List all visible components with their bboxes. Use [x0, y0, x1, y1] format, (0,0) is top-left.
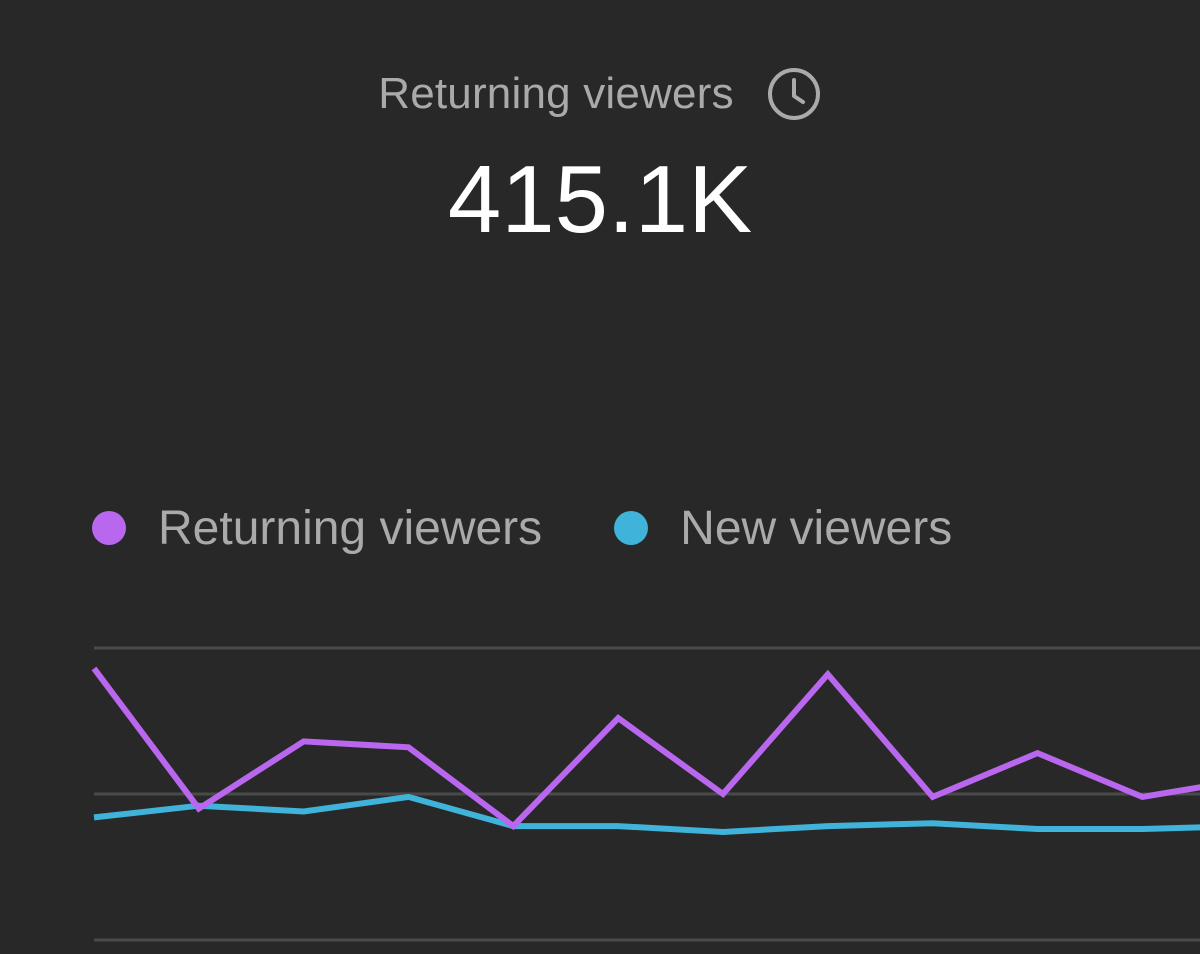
- legend-label-returning-viewers: Returning viewers: [158, 501, 543, 555]
- legend-dot-new-viewers: [614, 511, 649, 545]
- legend-item-returning-viewers[interactable]: Returning viewers: [92, 501, 542, 556]
- legend-item-new-viewers[interactable]: New viewers: [614, 501, 952, 556]
- legend-label-new-viewers: New viewers: [680, 501, 953, 555]
- viewers-line-chart: [91, 646, 1200, 942]
- series-line-returning-viewers[interactable]: [91, 666, 1200, 831]
- series-line-new-viewers[interactable]: [93, 793, 1200, 836]
- legend-dot-returning-viewers: [92, 511, 126, 545]
- metric-value: 415.1K: [447, 146, 753, 253]
- clock-icon[interactable]: [766, 66, 822, 122]
- chart-legend: Returning viewers New viewers: [92, 496, 1024, 560]
- card-title: Returning viewers: [378, 69, 734, 118]
- card-header: Returning viewers: [0, 62, 1200, 126]
